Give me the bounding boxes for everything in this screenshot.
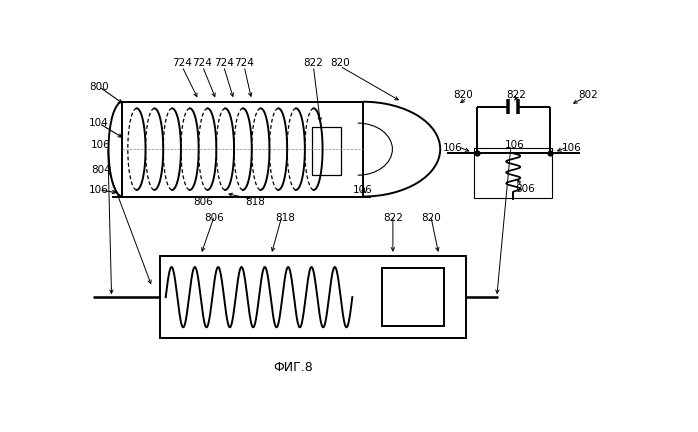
Text: 106: 106 bbox=[505, 140, 524, 150]
Text: 106: 106 bbox=[353, 185, 373, 195]
Text: 724: 724 bbox=[235, 58, 254, 69]
Text: ФИГ.8: ФИГ.8 bbox=[273, 361, 313, 375]
Text: 724: 724 bbox=[172, 58, 192, 69]
Text: 104: 104 bbox=[89, 118, 109, 128]
Text: 106: 106 bbox=[561, 143, 581, 153]
Bar bbox=[474, 148, 553, 198]
Text: 800: 800 bbox=[89, 82, 109, 92]
Text: 822: 822 bbox=[304, 58, 323, 69]
Text: 820: 820 bbox=[453, 90, 473, 100]
Bar bbox=[312, 127, 341, 175]
Text: 818: 818 bbox=[245, 197, 265, 207]
Bar bbox=[161, 257, 466, 338]
Text: 822: 822 bbox=[506, 90, 526, 100]
Text: 806: 806 bbox=[205, 213, 224, 223]
Text: 724: 724 bbox=[214, 58, 234, 69]
Text: 802: 802 bbox=[578, 90, 597, 100]
Bar bbox=[122, 102, 363, 197]
Text: 106: 106 bbox=[89, 185, 109, 195]
Text: 818: 818 bbox=[275, 213, 295, 223]
Text: 820: 820 bbox=[330, 58, 350, 69]
Text: 806: 806 bbox=[193, 197, 214, 207]
Text: 804: 804 bbox=[91, 165, 111, 175]
Text: 106: 106 bbox=[443, 143, 463, 153]
Text: 806: 806 bbox=[516, 184, 535, 194]
Bar bbox=[382, 268, 445, 326]
Text: 822: 822 bbox=[383, 213, 403, 223]
Text: 820: 820 bbox=[421, 213, 440, 223]
Text: 106: 106 bbox=[91, 140, 111, 150]
Text: 724: 724 bbox=[193, 58, 212, 69]
